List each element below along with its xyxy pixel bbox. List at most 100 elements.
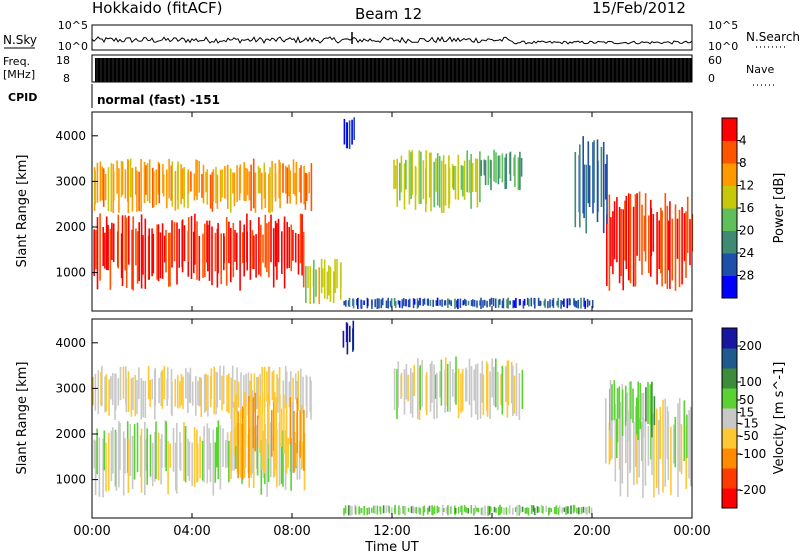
heatmap-cell [278, 159, 280, 199]
heatmap-cell [307, 266, 309, 289]
heatmap-cell [280, 408, 283, 447]
heatmap-cell [107, 224, 109, 271]
heatmap-cell [244, 401, 247, 447]
heatmap-cell [430, 152, 432, 212]
heatmap-cell [300, 404, 303, 470]
heatmap-cell [99, 161, 102, 202]
heatmap-cell [626, 410, 629, 497]
heatmap-cell [427, 507, 429, 515]
heatmap-cell [412, 298, 415, 309]
heatmap-cell [444, 357, 447, 406]
heatmap-cell [345, 300, 347, 307]
heatmap-cell [533, 507, 536, 515]
heatmap-cell [497, 155, 500, 185]
heatmap-cell [320, 259, 323, 294]
heatmap-cell [278, 367, 281, 403]
heatmap-cell [537, 297, 540, 306]
heatmap-cell [180, 164, 182, 205]
beam-title: Beam 12 [355, 5, 422, 23]
heatmap-cell [604, 163, 607, 200]
heatmap-cell [215, 166, 217, 204]
heatmap-cell [352, 299, 355, 309]
heatmap-cell [298, 441, 301, 480]
heatmap-cell [221, 375, 223, 411]
heatmap-cell [239, 220, 241, 291]
heatmap-cell [474, 504, 477, 514]
heatmap-cell [219, 365, 221, 401]
heatmap-cell [454, 165, 457, 200]
heatmap-cell [125, 377, 128, 413]
heatmap-cell [666, 205, 669, 289]
heatmap-cell [167, 441, 169, 495]
freq-trace [95, 58, 692, 82]
power-heatmap [93, 117, 694, 310]
heatmap-cell [476, 507, 478, 512]
heatmap-cell [484, 505, 486, 516]
heatmap-cell [635, 406, 637, 467]
heatmap-cell [256, 415, 259, 449]
heatmap-cell [643, 215, 646, 252]
heatmap-cell [641, 204, 643, 275]
heatmap-cell [566, 298, 569, 309]
heatmap-cell [462, 300, 465, 306]
heatmap-cell [197, 380, 199, 406]
heatmap-cell [266, 223, 268, 273]
nsearch-label: N.Search [746, 30, 800, 44]
heatmap-cell [119, 423, 121, 470]
heatmap-cell [187, 438, 189, 476]
heatmap-cell [304, 172, 307, 210]
heatmap-cell [103, 430, 106, 471]
colorbar-swatch [722, 328, 737, 349]
heatmap-cell [268, 173, 270, 213]
colorbar-swatch [722, 118, 737, 141]
heatmap-cell [500, 506, 503, 514]
heatmap-cell [187, 169, 190, 194]
heatmap-cell [154, 431, 156, 482]
heatmap-cell [602, 142, 605, 234]
heatmap-cell [115, 432, 118, 491]
heatmap-cell [460, 505, 462, 513]
heatmap-cell [252, 158, 255, 209]
heatmap-cell [466, 150, 468, 193]
heatmap-cell [624, 200, 626, 261]
nsearch-axis-bottom: 10^0 [708, 40, 738, 53]
heatmap-cell [394, 301, 397, 308]
heatmap-cell [132, 216, 134, 291]
heatmap-cell [442, 155, 445, 213]
heatmap-cell [193, 427, 196, 488]
heatmap-cell [393, 368, 396, 411]
heatmap-cell [124, 169, 127, 199]
heatmap-cell [345, 322, 348, 342]
heatmap-cell [267, 393, 269, 459]
heatmap-cell [640, 392, 643, 421]
heatmap-cell [555, 505, 558, 515]
heatmap-cell [473, 369, 475, 401]
heatmap-cell [144, 421, 146, 496]
heatmap-cell [354, 506, 357, 515]
heatmap-cell [292, 377, 294, 411]
cpid-label: CPID [8, 91, 37, 104]
heatmap-cell [347, 505, 350, 516]
heatmap-cell [292, 159, 295, 194]
heatmap-cell [191, 381, 194, 406]
heatmap-cell [512, 507, 514, 515]
heatmap-cell [513, 300, 516, 308]
heatmap-cell [408, 298, 411, 308]
heatmap-cell [497, 506, 500, 516]
heatmap-cell [461, 505, 463, 516]
heatmap-cell [499, 298, 501, 305]
heatmap-cell [538, 507, 540, 513]
heatmap-cell [122, 366, 125, 399]
heatmap-cell [378, 298, 380, 309]
heatmap-cell [104, 174, 107, 201]
heatmap-cell [460, 373, 462, 413]
heatmap-cell [476, 158, 479, 208]
heatmap-cell [225, 440, 227, 469]
heatmap-cell [393, 159, 395, 190]
heatmap-cell [486, 364, 489, 417]
heatmap-cell [140, 159, 142, 212]
heatmap-cell [664, 193, 667, 284]
heatmap-cell [285, 371, 288, 407]
heatmap-cell [624, 385, 627, 426]
heatmap-cell [95, 230, 97, 270]
